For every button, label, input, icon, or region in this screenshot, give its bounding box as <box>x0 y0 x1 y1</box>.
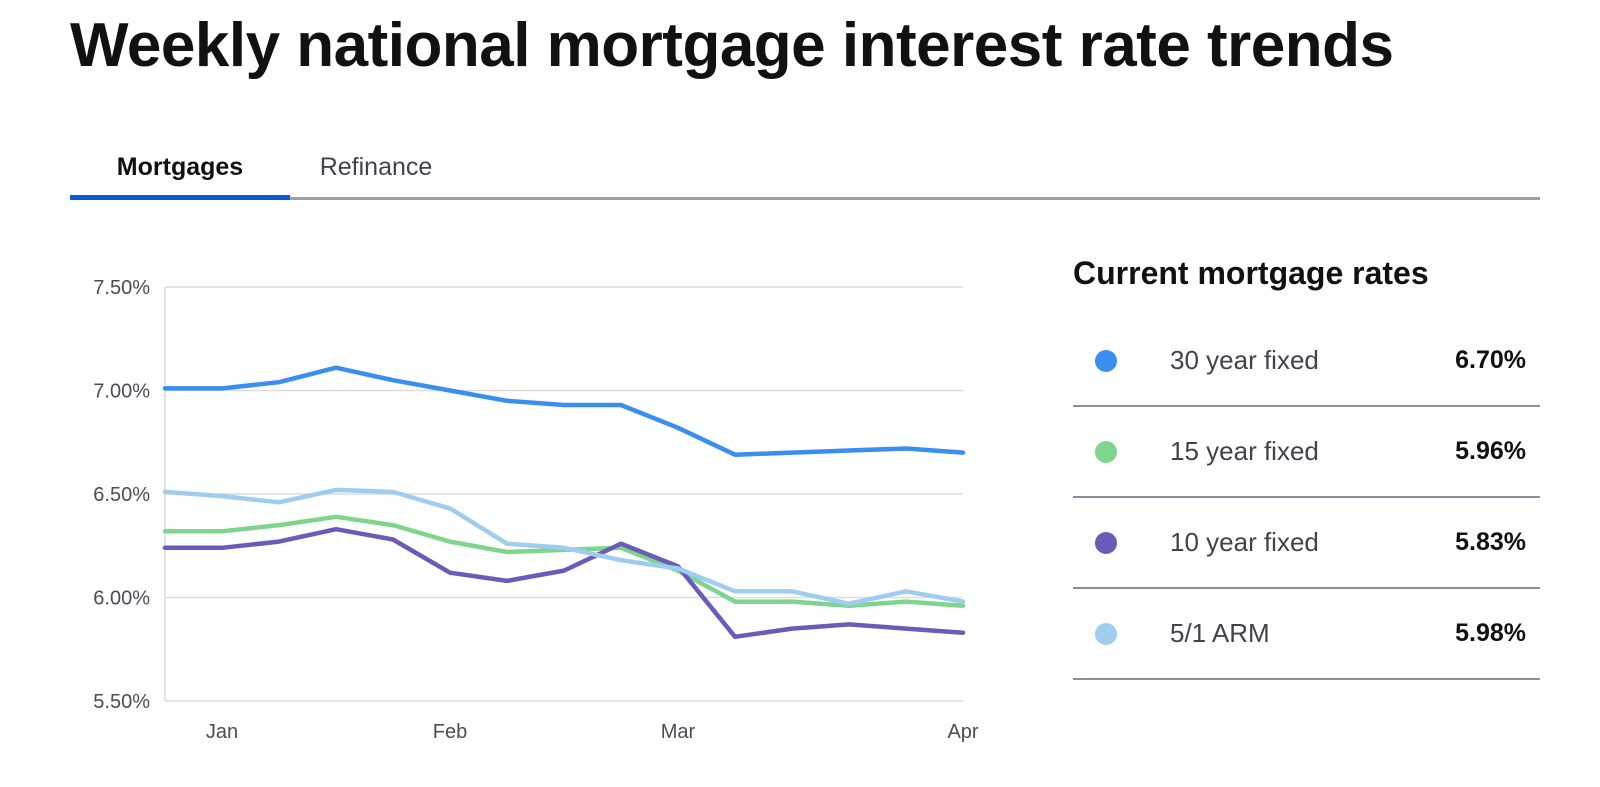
tab-bar: Mortgages Refinance <box>70 138 1540 200</box>
y-tick-label: 7.50% <box>93 277 150 299</box>
rate-row-5-1-arm: 5/1 ARM 5.98% <box>1073 589 1540 680</box>
rate-label: 30 year fixed <box>1170 345 1319 375</box>
y-tick-label: 5.50% <box>93 691 150 713</box>
series-line-15-year-fixed <box>162 514 966 609</box>
y-tick-label: 6.50% <box>93 484 150 506</box>
rate-label: 10 year fixed <box>1170 527 1319 557</box>
y-tick-label: 6.00% <box>93 588 150 610</box>
x-tick-label: Jan <box>206 721 238 743</box>
rate-value: 5.96% <box>1455 437 1526 465</box>
tab-mortgages[interactable]: Mortgages <box>70 138 290 200</box>
legend-dot-icon <box>1095 440 1117 463</box>
legend-dot-icon <box>1095 531 1117 554</box>
rate-value: 5.83% <box>1455 528 1526 556</box>
legend-dot-icon <box>1095 349 1117 372</box>
x-tick-label: Feb <box>433 721 467 743</box>
series-line-10-year-fixed <box>162 526 966 640</box>
y-tick-label: 7.00% <box>93 381 150 403</box>
rate-row-10-year-fixed: 10 year fixed 5.83% <box>1073 498 1540 589</box>
rate-label: 15 year fixed <box>1170 436 1319 466</box>
rate-label: 5/1 ARM <box>1170 618 1270 648</box>
legend-dot-icon <box>1095 622 1117 645</box>
rate-value: 5.98% <box>1455 619 1526 647</box>
series-line-30-year-fixed <box>162 365 966 457</box>
series-line-5-1-arm <box>162 487 966 606</box>
tab-bar-divider <box>70 197 1540 200</box>
page-title: Weekly national mortgage interest rate t… <box>70 11 1394 80</box>
current-rates-list: 30 year fixed 6.70% 15 year fixed 5.96% … <box>1073 316 1540 680</box>
x-tick-label: Apr <box>947 721 978 743</box>
rate-value: 6.70% <box>1455 346 1526 374</box>
current-rates-title: Current mortgage rates <box>1073 255 1429 291</box>
rate-row-15-year-fixed: 15 year fixed 5.96% <box>1073 407 1540 498</box>
tab-refinance[interactable]: Refinance <box>319 153 433 181</box>
x-tick-label: Mar <box>661 721 696 743</box>
rate-row-30-year-fixed: 30 year fixed 6.70% <box>1073 316 1540 407</box>
mortgage-rate-line-chart: 7.50% 7.00% 6.50% 6.00% 5.50% Jan Feb Mar Apr <box>93 277 979 743</box>
current-rates-panel: Current mortgage rates 30 year fixed 6.7… <box>1073 255 1540 680</box>
